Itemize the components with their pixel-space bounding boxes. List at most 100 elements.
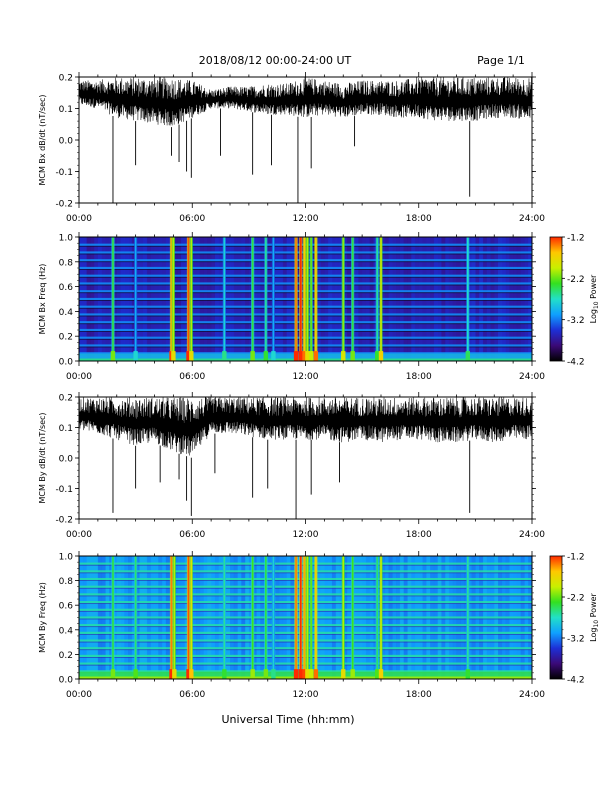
colorbar-tick-label: -3.2 [567,316,585,326]
burst-9 [265,237,267,361]
y-tick-label: -0.1 [55,168,73,178]
burst-base-20 [378,669,384,679]
burst-base-17 [341,351,346,361]
x-tick-label: 12:00 [293,690,319,700]
burst-base-15 [308,351,314,361]
y-tick-label: 0.8 [59,258,74,268]
colorbar-tick-label: -4.2 [567,358,585,368]
y-tick-label: 0.4 [59,626,74,636]
burst-base-7 [222,669,227,679]
burst-base-10 [271,351,276,361]
burst-3 [170,237,173,361]
y-tick-label: 0.0 [59,137,74,147]
burst-base-19 [375,351,380,361]
colorbar-label: Log10 Power [589,274,600,323]
burst-5 [187,556,190,679]
burst-base-1 [110,669,116,679]
y-tick-label: -0.1 [55,485,73,495]
burst-10 [272,556,275,679]
x-tick-label: 06:00 [179,214,205,224]
y-tick-label: 0.0 [59,358,74,368]
burst-base-8 [250,351,255,361]
burst-20 [380,556,382,679]
x-tick-label: 06:00 [179,530,205,540]
x-tick-label: 18:00 [406,530,432,540]
burst-base-4 [171,351,176,361]
panel-1: -0.2 -0.1 0.0 0.1 0.2 00:00 06:00 12:00 18:00 24:… [38,72,545,224]
burst-15 [310,237,312,361]
burst-base-9 [263,351,269,361]
burst-base-3 [169,669,174,679]
burst-base-13 [302,669,307,679]
y-tick-label: -0.2 [55,200,73,210]
burst-18 [351,237,354,361]
burst-base-15 [308,669,314,679]
y-tick-label: 0.1 [59,424,73,434]
burst-base-14 [305,669,310,679]
burst-17 [342,237,345,361]
signal-trace [79,397,532,456]
burst-base-13 [302,351,307,361]
x-tick-label: 00:00 [66,690,92,700]
burst-7 [223,556,226,679]
y-tick-label: 0.0 [59,676,74,686]
x-tick-label: 12:00 [293,372,319,382]
burst-base-16 [313,351,319,361]
x-tick-label: 24:00 [519,530,545,540]
burst-base-18 [350,669,355,679]
burst-base-18 [350,351,355,361]
burst-19 [376,556,379,679]
burst-base-21 [465,351,471,361]
signal-trace [79,77,532,126]
burst-21 [467,237,469,361]
y-tick-label: 1.0 [59,553,74,563]
y-tick-label: 0.4 [59,308,74,318]
burst-18 [351,556,354,679]
plot-area [79,77,532,203]
plot-area [79,237,532,361]
burst-16 [315,237,317,361]
colorbar-tick-label: -4.2 [567,676,585,686]
burst-8 [251,237,254,361]
burst-base-17 [341,669,346,679]
x-tick-label: 06:00 [179,690,205,700]
burst-base-1 [110,351,116,361]
y-axis-label: MCM Bx Freq (Hz) [38,264,47,335]
colorbar-tick-label: -2.2 [567,275,585,285]
colorbar-tick-label: -3.2 [567,635,585,645]
y-tick-label: 0.8 [59,577,74,587]
x-tick-label: 18:00 [406,690,432,700]
colorbar-tick-label: -1.2 [567,553,585,563]
y-axis-label: MCM Bx dB/dt (nT/sec) [38,94,47,185]
y-tick-label: 0.2 [59,74,73,84]
y-tick-label: 0.1 [59,105,73,115]
y-tick-label: -0.2 [55,516,73,526]
y-axis-label: MCM By Freq (Hz) [38,582,47,653]
burst-19 [376,237,379,361]
burst-10 [272,237,275,361]
x-tick-label: 12:00 [293,214,319,224]
y-tick-label: 0.6 [59,602,74,612]
burst-base-20 [378,351,384,361]
plot-area [79,556,532,679]
x-tick-label: 12:00 [293,530,319,540]
x-tick-label: 24:00 [519,372,545,382]
x-tick-label: 24:00 [519,214,545,224]
x-tick-label: 00:00 [66,372,92,382]
burst-5 [187,237,190,361]
x-tick-label: 18:00 [406,214,432,224]
burst-base-16 [313,669,319,679]
burst-7 [223,237,226,361]
y-tick-label: 0.2 [59,651,73,661]
panel-4: -1.2 -2.2 -3.2 -4.2 Log10 Power 0.0 0.2 0.4 0.6 0… [38,551,600,700]
burst-base-11 [293,669,299,679]
burst-12 [299,556,302,679]
burst-17 [342,556,345,679]
x-axis-label: Universal Time (hh:mm) [222,713,355,726]
burst-2 [134,237,137,361]
y-tick-label: 0.0 [59,455,74,465]
burst-1 [112,237,114,361]
burst-3 [170,556,173,679]
burst-6 [190,556,193,679]
